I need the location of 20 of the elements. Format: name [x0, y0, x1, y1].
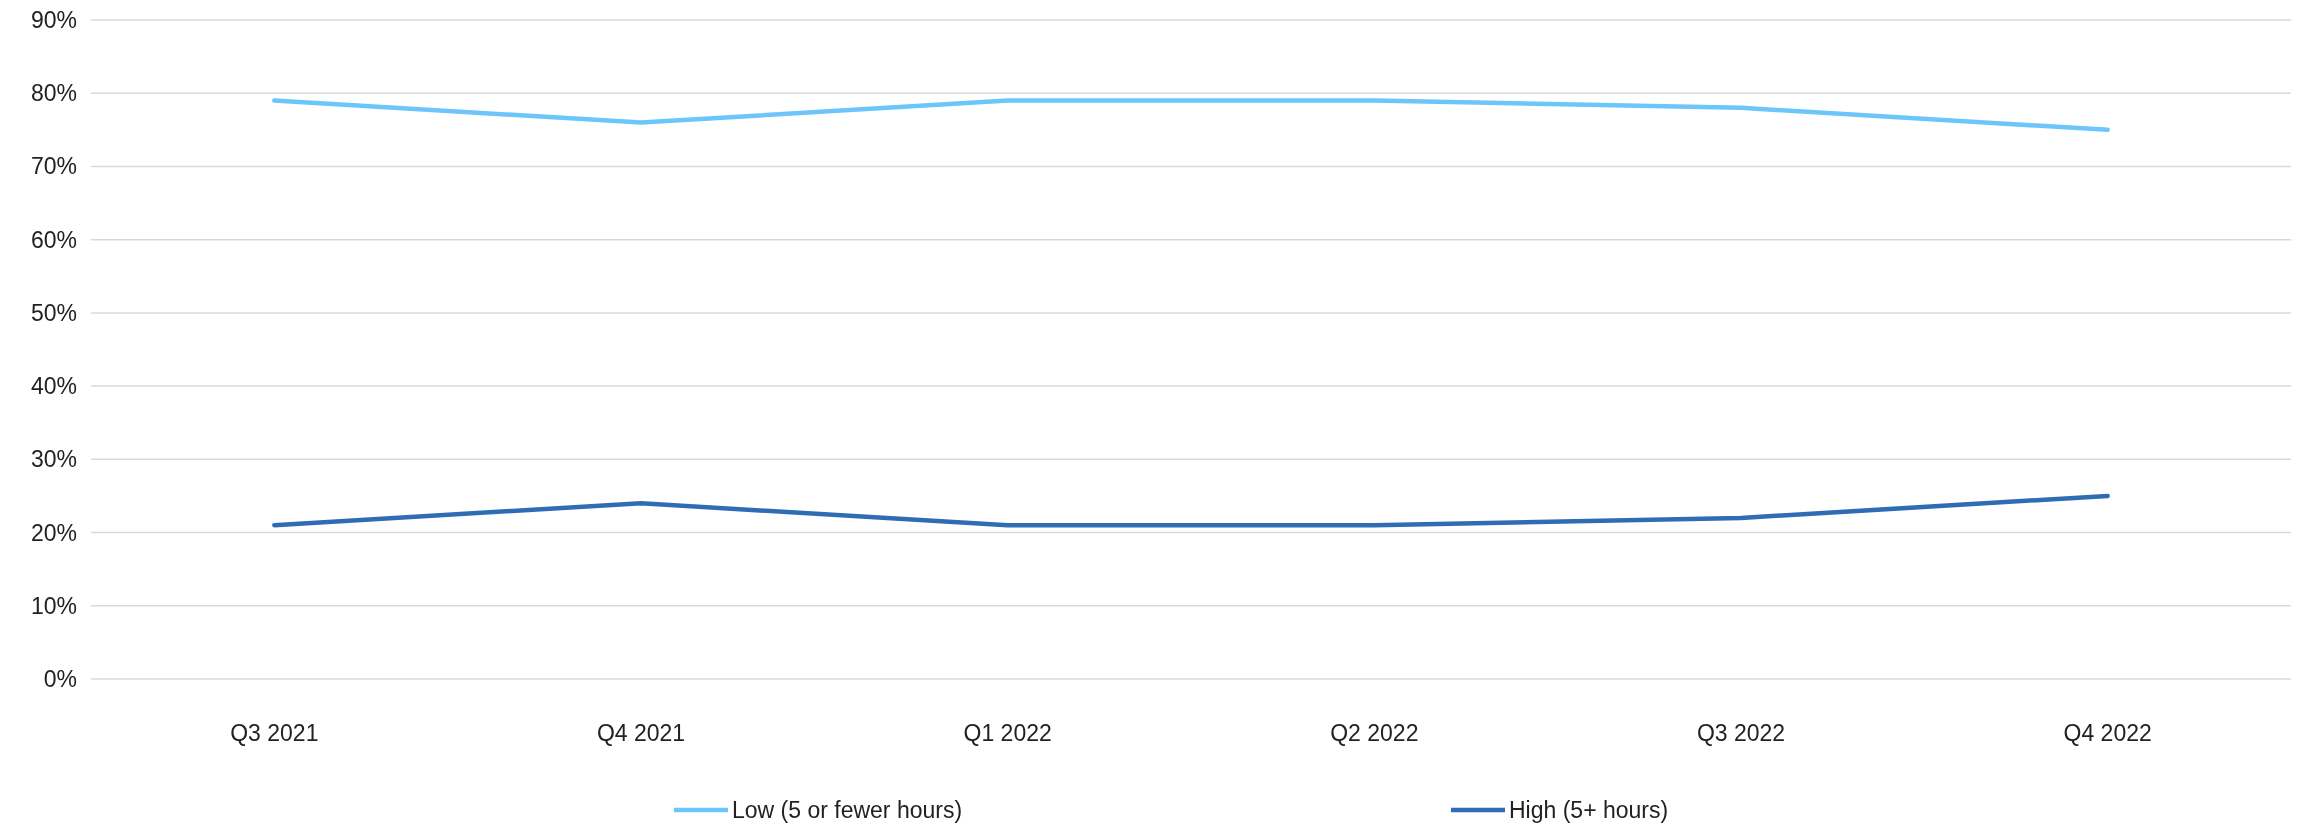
y-tick-label: 70%	[30, 153, 77, 180]
y-tick-label: 40%	[30, 373, 77, 400]
y-tick-label: 80%	[30, 80, 77, 107]
x-tick-label: Q2 2022	[1330, 720, 1419, 746]
x-tick-label: Q4 2022	[2063, 720, 2152, 746]
x-tick-label: Q4 2021	[596, 720, 686, 746]
y-tick-label: 60%	[30, 226, 77, 253]
line-series	[272, 493, 2110, 528]
line-series	[272, 98, 2110, 133]
y-tick-label: 0%	[43, 666, 77, 693]
legend-label: Low (5 or fewer hours)	[732, 797, 963, 824]
y-tick-label: 50%	[30, 299, 77, 326]
y-tick-label: 30%	[30, 446, 77, 473]
x-tick-label: Q1 2022	[963, 720, 1052, 746]
x-tick-label: Q3 2021	[230, 720, 319, 746]
y-tick-label: 90%	[30, 7, 77, 34]
legend-label: High (5+ hours)	[1509, 797, 1669, 824]
y-tick-label: 10%	[30, 592, 77, 619]
y-tick-label: 20%	[30, 519, 77, 546]
x-tick-label: Q3 2022	[1696, 720, 1786, 746]
